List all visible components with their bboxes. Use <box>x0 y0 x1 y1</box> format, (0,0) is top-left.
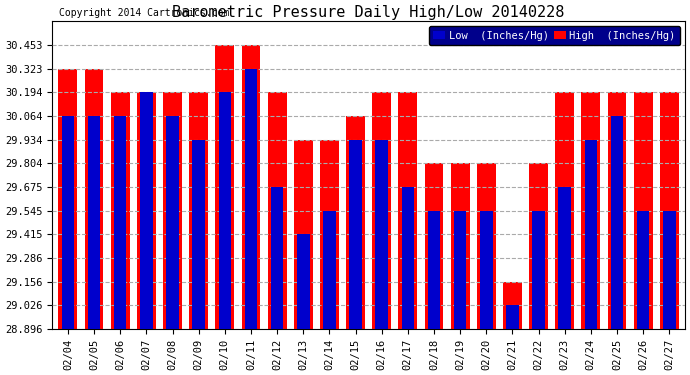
Bar <box>163 92 182 329</box>
Bar <box>532 211 545 329</box>
Bar <box>320 140 339 329</box>
Bar <box>114 116 126 329</box>
Bar <box>193 140 205 329</box>
Bar <box>424 164 444 329</box>
Bar <box>503 282 522 329</box>
Bar <box>88 116 100 329</box>
Bar <box>582 92 600 329</box>
Bar <box>346 116 365 329</box>
Bar <box>268 92 286 329</box>
Legend: Low  (Inches/Hg), High  (Inches/Hg): Low (Inches/Hg), High (Inches/Hg) <box>428 26 680 45</box>
Bar <box>166 116 179 329</box>
Bar <box>506 305 519 329</box>
Bar <box>219 92 231 329</box>
Bar <box>294 140 313 329</box>
Bar <box>637 211 649 329</box>
Bar <box>402 187 414 329</box>
Bar <box>111 92 130 329</box>
Bar <box>241 45 260 329</box>
Bar <box>297 234 310 329</box>
Bar <box>477 164 495 329</box>
Bar <box>663 211 676 329</box>
Title: Barometric Pressure Daily High/Low 20140228: Barometric Pressure Daily High/Low 20140… <box>172 5 565 20</box>
Bar <box>137 92 156 329</box>
Bar <box>61 116 75 329</box>
Bar <box>375 140 388 329</box>
Bar <box>398 92 417 329</box>
Bar <box>245 69 257 329</box>
Bar <box>59 69 77 329</box>
Bar <box>608 92 627 329</box>
Bar <box>454 211 466 329</box>
Bar <box>611 116 623 329</box>
Bar <box>451 164 469 329</box>
Bar <box>349 140 362 329</box>
Bar <box>555 92 574 329</box>
Bar <box>633 92 653 329</box>
Bar <box>323 211 335 329</box>
Bar <box>270 187 284 329</box>
Bar <box>373 92 391 329</box>
Bar <box>558 187 571 329</box>
Bar <box>140 92 152 329</box>
Bar <box>584 140 597 329</box>
Bar <box>215 45 234 329</box>
Bar <box>428 211 440 329</box>
Bar <box>660 92 679 329</box>
Text: Copyright 2014 Cartronics.com: Copyright 2014 Cartronics.com <box>59 8 229 18</box>
Bar <box>529 164 548 329</box>
Bar <box>85 69 104 329</box>
Bar <box>480 211 493 329</box>
Bar <box>189 92 208 329</box>
